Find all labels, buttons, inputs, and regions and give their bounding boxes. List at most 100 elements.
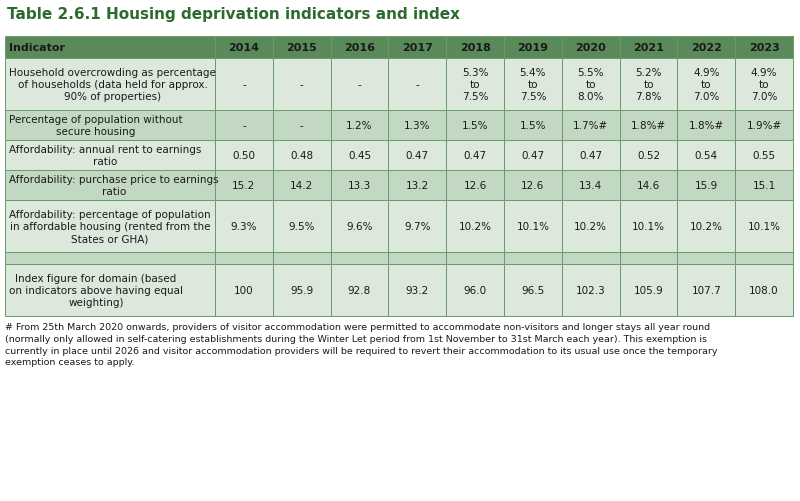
Bar xyxy=(562,265,620,316)
Text: 2022: 2022 xyxy=(691,43,722,53)
Bar xyxy=(678,265,735,316)
Text: # From 25th March 2020 onwards, providers of visitor accommodation were permitte: # From 25th March 2020 onwards, provider… xyxy=(5,322,718,367)
Text: 1.5%: 1.5% xyxy=(462,121,488,131)
Bar xyxy=(446,200,504,253)
Bar xyxy=(215,265,273,316)
Bar xyxy=(620,59,678,111)
Text: 12.6: 12.6 xyxy=(463,181,486,190)
Text: 9.6%: 9.6% xyxy=(346,221,373,231)
Text: Affordability: percentage of population
in affordable housing (rented from the
S: Affordability: percentage of population … xyxy=(9,209,210,243)
Text: 0.47: 0.47 xyxy=(463,151,486,161)
Bar xyxy=(562,111,620,141)
Text: 1.3%: 1.3% xyxy=(404,121,430,131)
Text: 4.9%
to
7.0%: 4.9% to 7.0% xyxy=(693,68,719,102)
Bar xyxy=(389,200,446,253)
Bar xyxy=(620,200,678,253)
Bar xyxy=(5,200,215,253)
Text: 92.8: 92.8 xyxy=(348,286,371,296)
Bar xyxy=(678,200,735,253)
Bar xyxy=(620,37,678,59)
Text: 5.4%
to
7.5%: 5.4% to 7.5% xyxy=(520,68,546,102)
Text: 2019: 2019 xyxy=(518,43,549,53)
Text: 9.3%: 9.3% xyxy=(230,221,257,231)
Text: -: - xyxy=(242,121,246,131)
Bar xyxy=(446,111,504,141)
Text: Affordability: purchase price to earnings
ratio: Affordability: purchase price to earning… xyxy=(9,175,218,196)
Bar xyxy=(735,265,793,316)
Text: 9.5%: 9.5% xyxy=(289,221,315,231)
Text: 5.2%
to
7.8%: 5.2% to 7.8% xyxy=(635,68,662,102)
Text: 2016: 2016 xyxy=(344,43,375,53)
Bar xyxy=(273,253,330,265)
Text: 1.2%: 1.2% xyxy=(346,121,373,131)
Bar xyxy=(504,37,562,59)
Bar xyxy=(215,200,273,253)
Text: 0.47: 0.47 xyxy=(406,151,429,161)
Bar xyxy=(273,59,330,111)
Bar xyxy=(5,111,215,141)
Bar xyxy=(735,171,793,200)
Text: 2014: 2014 xyxy=(229,43,259,53)
Text: 2017: 2017 xyxy=(402,43,433,53)
Text: 1.8%#: 1.8%# xyxy=(689,121,724,131)
Bar xyxy=(330,59,389,111)
Bar xyxy=(273,141,330,171)
Text: -: - xyxy=(300,121,303,131)
Text: -: - xyxy=(300,80,303,90)
Bar xyxy=(389,59,446,111)
Text: Table 2.6.1 Housing deprivation indicators and index: Table 2.6.1 Housing deprivation indicato… xyxy=(7,7,460,22)
Text: 105.9: 105.9 xyxy=(634,286,663,296)
Bar xyxy=(5,171,215,200)
Bar xyxy=(620,141,678,171)
Text: 107.7: 107.7 xyxy=(691,286,721,296)
Bar xyxy=(273,265,330,316)
Bar xyxy=(504,171,562,200)
Text: 5.5%
to
8.0%: 5.5% to 8.0% xyxy=(578,68,604,102)
Text: 2021: 2021 xyxy=(633,43,664,53)
Text: 10.1%: 10.1% xyxy=(747,221,781,231)
Text: 14.6: 14.6 xyxy=(637,181,660,190)
Text: 10.1%: 10.1% xyxy=(632,221,665,231)
Text: 5.3%
to
7.5%: 5.3% to 7.5% xyxy=(462,68,488,102)
Bar xyxy=(215,111,273,141)
Bar xyxy=(735,141,793,171)
Bar xyxy=(446,171,504,200)
Bar xyxy=(678,253,735,265)
Bar xyxy=(678,59,735,111)
Text: 1.5%: 1.5% xyxy=(520,121,546,131)
Text: 0.55: 0.55 xyxy=(753,151,776,161)
Text: 2023: 2023 xyxy=(749,43,779,53)
Bar xyxy=(389,265,446,316)
Text: 102.3: 102.3 xyxy=(576,286,606,296)
Text: 12.6: 12.6 xyxy=(522,181,545,190)
Text: 0.47: 0.47 xyxy=(522,151,545,161)
Text: 15.9: 15.9 xyxy=(694,181,718,190)
Text: 1.9%#: 1.9%# xyxy=(746,121,782,131)
Text: 4.9%
to
7.0%: 4.9% to 7.0% xyxy=(751,68,778,102)
Bar xyxy=(273,111,330,141)
Bar xyxy=(504,265,562,316)
Bar xyxy=(5,59,215,111)
Text: 13.2: 13.2 xyxy=(406,181,429,190)
Bar xyxy=(504,111,562,141)
Bar xyxy=(330,171,389,200)
Bar xyxy=(735,253,793,265)
Bar xyxy=(215,141,273,171)
Bar xyxy=(562,141,620,171)
Bar xyxy=(735,111,793,141)
Bar xyxy=(215,253,273,265)
Text: 2018: 2018 xyxy=(460,43,490,53)
Text: 1.8%#: 1.8%# xyxy=(631,121,666,131)
Bar xyxy=(330,253,389,265)
Bar xyxy=(562,171,620,200)
Bar xyxy=(446,265,504,316)
Text: 14.2: 14.2 xyxy=(290,181,314,190)
Text: -: - xyxy=(242,80,246,90)
Text: 95.9: 95.9 xyxy=(290,286,314,296)
Bar xyxy=(620,253,678,265)
Text: 9.7%: 9.7% xyxy=(404,221,430,231)
Text: Indicator: Indicator xyxy=(9,43,65,53)
Bar xyxy=(330,37,389,59)
Bar xyxy=(389,111,446,141)
Text: 1.7%#: 1.7%# xyxy=(573,121,608,131)
